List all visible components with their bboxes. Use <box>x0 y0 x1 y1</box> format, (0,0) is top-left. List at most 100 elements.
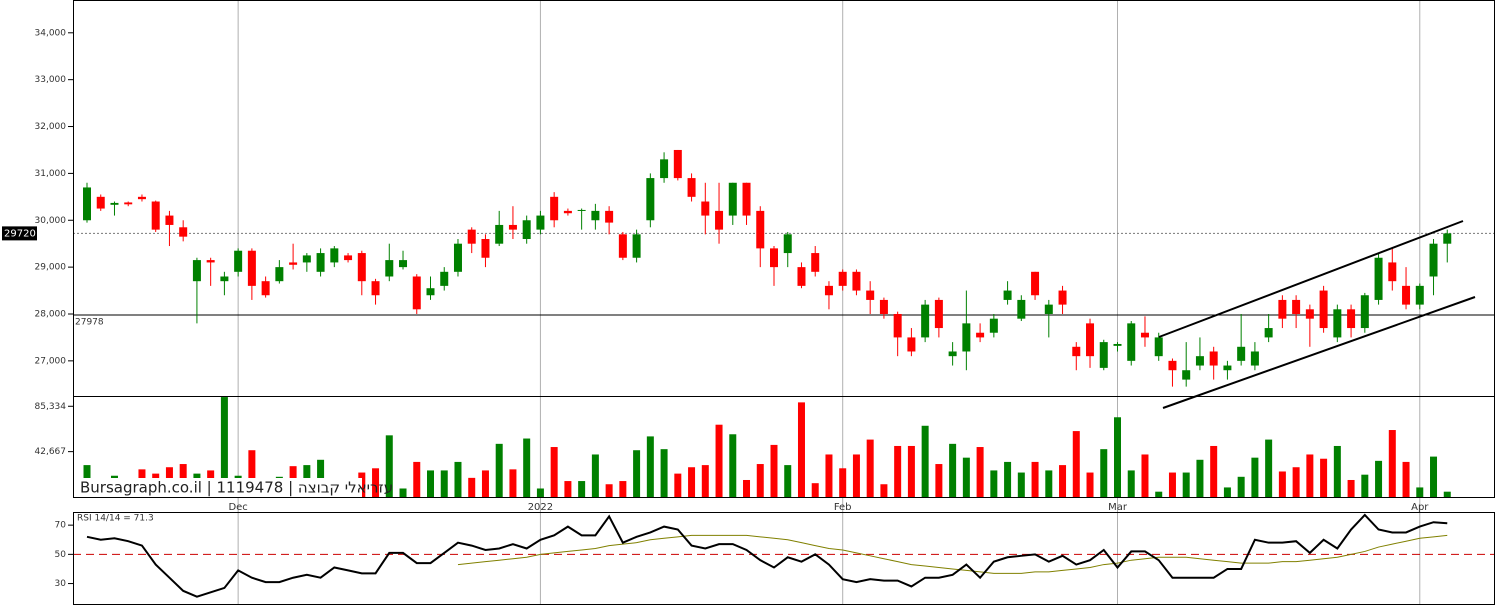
volume-bar <box>564 481 572 497</box>
candle-body <box>453 243 462 272</box>
candle-body <box>687 178 696 197</box>
watermark: Bursagraph.co.il | 1119478 | עזריאלי קבו… <box>80 479 393 497</box>
volume-bar <box>1443 491 1451 497</box>
volume-bar <box>1333 445 1341 497</box>
candle-body <box>522 220 531 240</box>
volume-bar <box>949 443 957 497</box>
candle-body <box>1292 299 1301 314</box>
volume-bar <box>770 444 778 497</box>
candle-body <box>838 271 847 286</box>
candle-body <box>1360 295 1369 329</box>
candle-body <box>440 271 449 286</box>
candle-body <box>83 187 91 221</box>
candle-body <box>879 299 888 314</box>
volume-bar <box>1388 430 1396 497</box>
y-tick-label: 32,000 <box>35 122 67 132</box>
candle-body <box>385 260 394 277</box>
volume-bar <box>729 434 737 497</box>
candle-body <box>811 253 820 272</box>
volume-bar <box>811 483 819 497</box>
volume-bar <box>962 457 970 497</box>
candle-body <box>770 248 778 268</box>
x-tick-label: Apr <box>1411 502 1429 513</box>
volume-bar <box>646 436 654 497</box>
candle-body <box>357 253 366 282</box>
candle-body <box>1333 309 1342 338</box>
volume-bar <box>1430 456 1438 497</box>
last-price-label: 29720 <box>4 228 36 239</box>
candle-body <box>1086 323 1095 357</box>
candle-body <box>1099 342 1108 368</box>
candle-body <box>1305 309 1314 319</box>
volume-bar <box>427 470 434 497</box>
candle-body <box>550 196 559 221</box>
volume-bar <box>1100 449 1108 497</box>
candle-body <box>1154 337 1163 357</box>
volume-bar <box>248 450 256 497</box>
volume-bar <box>550 447 558 497</box>
candle-body <box>605 210 614 223</box>
volume-bar <box>1292 467 1300 497</box>
volume-bar <box>797 402 805 497</box>
y-tick-label: 50 <box>55 550 67 560</box>
volume-bar <box>1182 472 1190 497</box>
candle-body <box>852 271 861 291</box>
candle-body <box>934 299 943 329</box>
candle-body <box>261 281 270 296</box>
candle-body <box>110 202 119 205</box>
volume-bar <box>756 464 764 497</box>
candle-body <box>1127 323 1136 361</box>
volume-bar <box>1168 472 1176 497</box>
candle-body <box>1402 285 1411 305</box>
x-tick-label: Mar <box>1108 502 1128 513</box>
candle-body <box>151 201 160 230</box>
candle-body <box>783 234 792 254</box>
candle-body <box>1072 346 1081 357</box>
volume-bar <box>1059 465 1067 497</box>
rsi-panel <box>73 512 1495 605</box>
volume-bar <box>633 450 641 497</box>
volume-bar <box>399 488 407 497</box>
candle-body <box>1388 262 1397 282</box>
volume-bar <box>1072 431 1080 497</box>
volume-bar <box>921 425 929 497</box>
candle-body <box>962 323 971 352</box>
candle-body <box>1415 285 1424 305</box>
y-tick-label: 33,000 <box>35 75 67 85</box>
rsi-label: RSI 14/14 = 71.3 <box>77 514 154 524</box>
candle-body <box>1278 299 1287 319</box>
level-label: 27978 <box>75 318 104 328</box>
candle-body <box>646 178 655 221</box>
volume-bar <box>1347 479 1355 497</box>
volume-bar <box>372 468 380 497</box>
volume-bar <box>784 465 792 497</box>
rsi-line <box>86 513 1448 598</box>
candle-body <box>921 304 930 338</box>
volume-bar <box>1155 491 1163 497</box>
candle-body <box>1044 304 1053 314</box>
candle-body <box>536 215 545 230</box>
volume-bar <box>578 481 586 497</box>
candle-body <box>1031 271 1040 296</box>
y-tick-label: 42,667 <box>35 447 67 457</box>
candle-body <box>234 250 243 272</box>
candle-body <box>1113 343 1122 346</box>
volume-bar <box>1045 470 1053 497</box>
volume-bar <box>701 465 709 497</box>
candle-body <box>1140 332 1149 338</box>
candle-body <box>1195 356 1204 366</box>
volume-bar <box>1141 454 1149 497</box>
candle-body <box>426 288 435 296</box>
candle-body <box>412 276 421 310</box>
volume-bar <box>1086 472 1094 497</box>
volume-bar <box>1196 459 1204 497</box>
candle-body <box>618 234 627 258</box>
candle-body <box>481 239 490 258</box>
candle-body <box>756 210 765 249</box>
candle-body <box>893 313 902 338</box>
volume-bar <box>825 454 833 497</box>
candle-body <box>673 149 682 179</box>
candle-body <box>632 234 641 258</box>
rsi-ma-line <box>457 534 1448 574</box>
volume-bar <box>1114 417 1121 497</box>
